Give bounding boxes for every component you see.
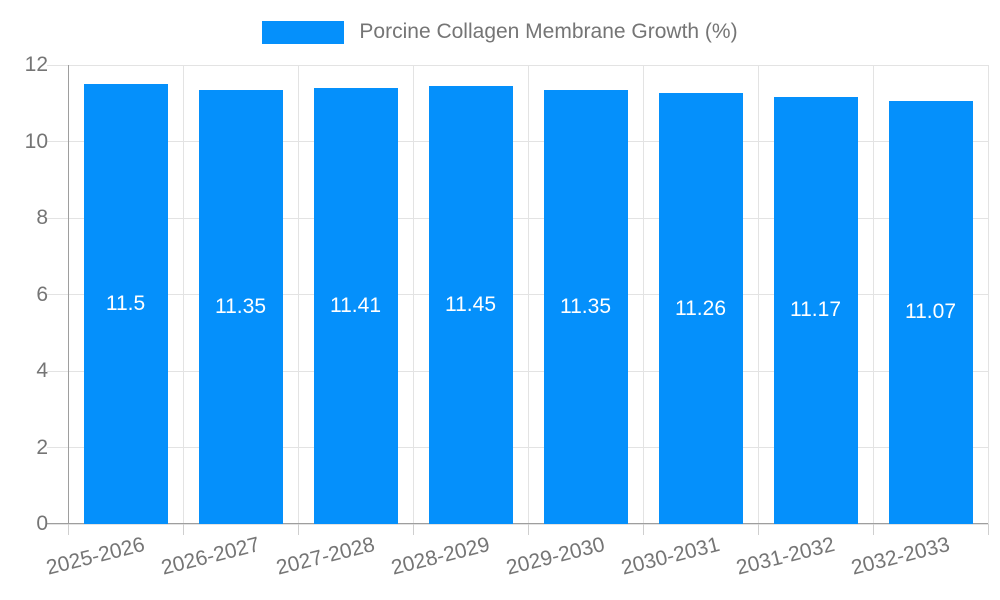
x-gridline <box>757 65 759 524</box>
bar: 11.45 <box>428 86 513 524</box>
bar-value-label: 11.45 <box>445 293 496 317</box>
plot-area: 11.5 11.35 11.41 11.45 11.35 11.26 11.17 11.07 <box>47 64 989 535</box>
x-tick-label: 2031-2032 <box>734 533 838 580</box>
y-gridline <box>47 370 988 372</box>
x-axis-tick <box>872 524 874 535</box>
x-gridline <box>872 65 874 524</box>
bar-value-label: 11.35 <box>215 294 266 318</box>
x-axis-tick <box>527 524 529 535</box>
x-tick-label: 2028-2029 <box>389 533 493 580</box>
x-axis-tick <box>642 524 644 535</box>
x-axis-tick <box>987 524 989 535</box>
x-tick-label: 2030-2031 <box>619 533 723 580</box>
y-tick-label: 8 <box>36 206 48 229</box>
bar-value-label: 11.07 <box>905 300 956 324</box>
bar: 11.17 <box>773 96 858 524</box>
x-axis-tick <box>182 524 184 535</box>
x-tick-label: 2032-2033 <box>849 533 953 580</box>
y-gridline <box>47 447 988 448</box>
bar-value-label: 11.17 <box>790 298 841 322</box>
x-tick-label: 2025-2026 <box>44 533 148 580</box>
y-gridline <box>47 294 988 295</box>
x-tick-label: 2027-2028 <box>274 533 378 580</box>
y-tick-label: 4 <box>36 359 48 382</box>
bar-value-label: 11.41 <box>330 293 381 317</box>
x-axis-line <box>47 523 988 524</box>
y-tick-label: 12 <box>24 53 48 76</box>
x-axis-tick <box>67 524 69 535</box>
y-tick-label: 0 <box>36 512 48 535</box>
y-tick-label: 2 <box>36 435 48 459</box>
legend-label: Porcine Collagen Membrane Growth (%) <box>359 20 738 43</box>
x-gridline <box>642 65 644 524</box>
legend: Porcine Collagen Membrane Growth (%) <box>0 20 1000 44</box>
x-axis-tick <box>757 524 759 535</box>
bar-value-label: 11.26 <box>675 296 726 320</box>
x-axis-tick <box>412 524 414 535</box>
legend-color-swatch <box>262 20 345 44</box>
y-tick-label: 6 <box>36 282 48 306</box>
bar-value-label: 11.5 <box>105 292 146 316</box>
y-gridline <box>47 141 988 142</box>
x-gridline <box>987 65 989 524</box>
y-axis-line <box>68 65 69 524</box>
x-gridline <box>297 65 299 524</box>
y-tick-label: 10 <box>24 129 48 153</box>
x-tick-label: 2026-2027 <box>159 533 263 580</box>
bar: 11.07 <box>888 100 973 524</box>
bar: 11.35 <box>198 89 283 524</box>
bar: 11.35 <box>543 89 628 524</box>
y-gridline <box>47 523 988 525</box>
bar: 11.5 <box>83 84 168 524</box>
x-axis-tick <box>297 524 299 535</box>
x-tick-label: 2029-2030 <box>504 533 608 580</box>
x-gridline <box>527 65 529 524</box>
y-gridline <box>47 64 988 66</box>
bar: 11.41 <box>313 87 398 524</box>
x-gridline <box>182 65 184 524</box>
y-gridline <box>47 217 988 219</box>
x-gridline <box>412 65 414 524</box>
bar-value-label: 11.35 <box>560 294 611 318</box>
bar: 11.26 <box>658 93 743 524</box>
